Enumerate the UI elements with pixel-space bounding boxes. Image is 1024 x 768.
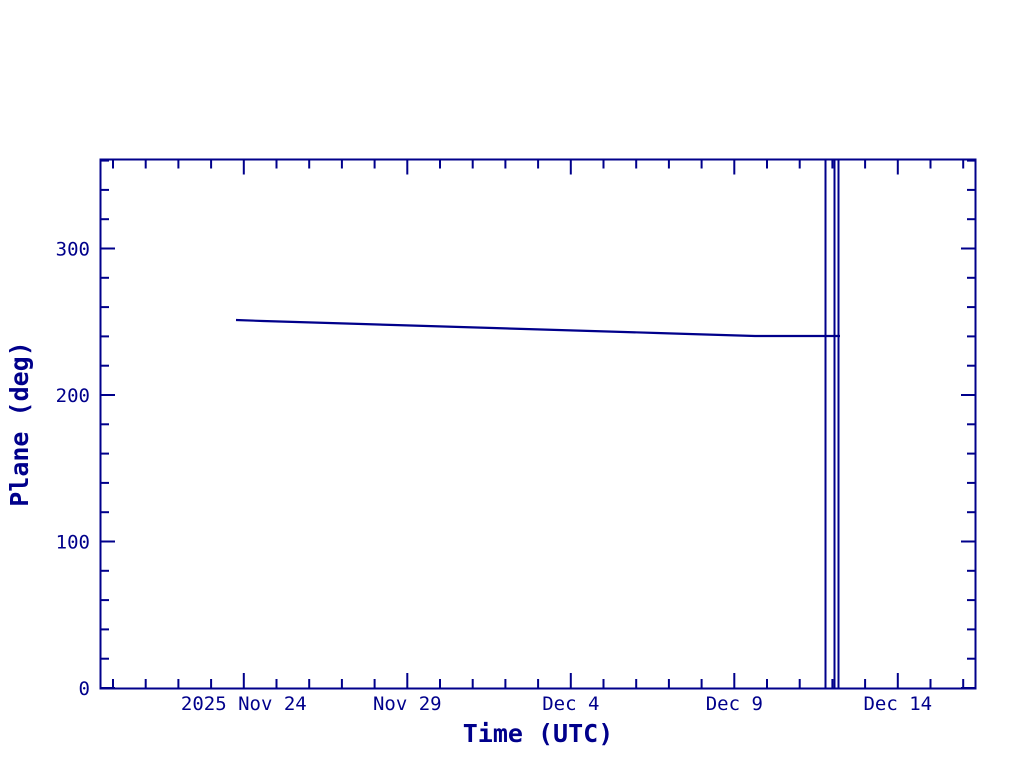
x-axis-minor-ticks bbox=[112, 159, 965, 688]
y-tick-label-0: 0 bbox=[79, 678, 90, 700]
plot-frame bbox=[99, 158, 977, 690]
x-axis-title: Time (UTC) bbox=[463, 719, 614, 748]
x-tick-label-nov29: Nov 29 bbox=[373, 693, 442, 715]
y-axis-ticks bbox=[100, 247, 976, 689]
x-tick-labels: 2025 Nov 24 Nov 29 Dec 4 Dec 9 Dec 14 bbox=[181, 693, 932, 715]
y-axis-title: Plane (deg) bbox=[5, 341, 34, 507]
data-series-plane-angle bbox=[235, 318, 840, 338]
x-tick-label-nov24: 2025 Nov 24 bbox=[181, 693, 307, 715]
x-tick-label-dec4: Dec 4 bbox=[542, 693, 599, 715]
x-tick-label-dec14: Dec 14 bbox=[863, 693, 932, 715]
y-tick-label-100: 100 bbox=[56, 532, 90, 554]
y-axis-minor-ticks bbox=[100, 159, 976, 660]
y-tick-label-300: 300 bbox=[56, 239, 90, 261]
y-tick-labels: 0 100 200 300 bbox=[56, 239, 90, 701]
vertical-marker-lines bbox=[824, 159, 840, 688]
y-tick-label-200: 200 bbox=[56, 385, 90, 407]
x-axis-major-ticks bbox=[242, 159, 899, 688]
x-tick-label-dec9: Dec 9 bbox=[706, 693, 763, 715]
